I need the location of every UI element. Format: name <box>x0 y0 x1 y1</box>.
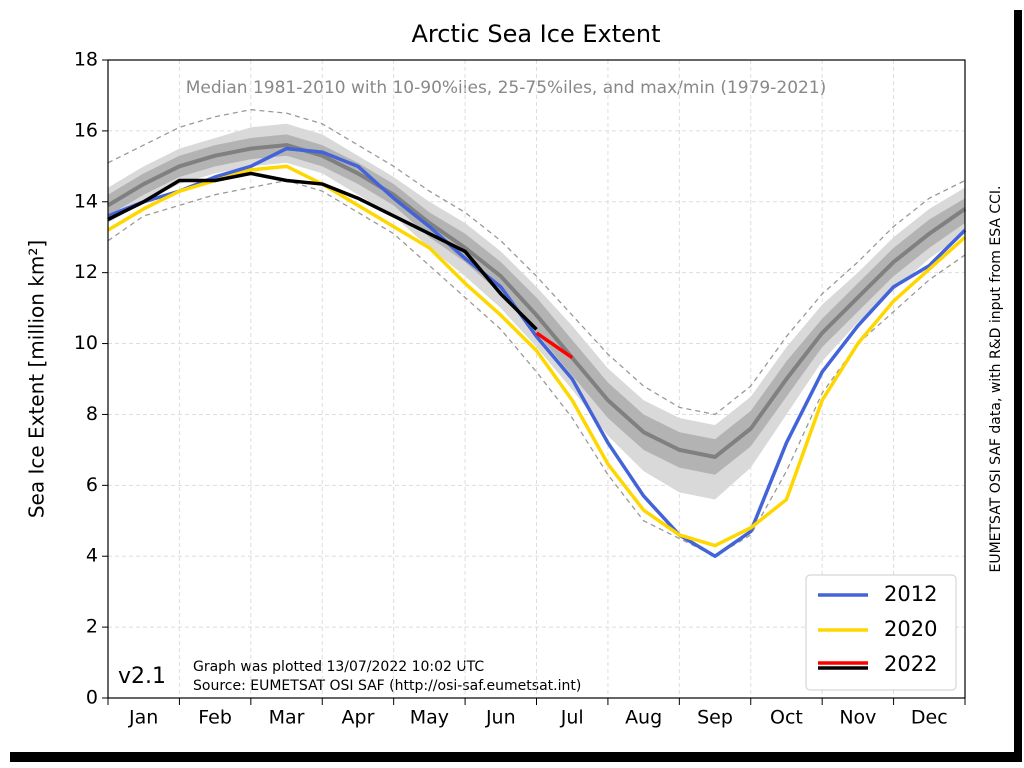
x-tick-label: Feb <box>198 707 232 729</box>
x-tick-label: Aug <box>625 707 662 729</box>
percentile-band <box>108 134 965 475</box>
y-axis-label: Sea Ice Extent [million km²] <box>25 240 49 518</box>
x-tick-label: Sep <box>697 707 733 729</box>
x-tick-label: Jan <box>128 707 158 729</box>
y-tick-label: 2 <box>86 616 98 638</box>
x-tick-label: Mar <box>269 707 305 729</box>
series-line <box>107 164 967 548</box>
minmax-line <box>107 108 966 416</box>
x-tick-label: Jul <box>560 707 584 729</box>
plot-frame <box>107 59 966 699</box>
series-line <box>535 331 574 360</box>
y-tick-label: 0 <box>86 687 98 709</box>
series-line <box>107 146 967 558</box>
x-tick-label: Apr <box>342 707 375 729</box>
x-tick-label: Oct <box>770 707 803 729</box>
y-tick-label: 6 <box>86 474 98 496</box>
minmax-line <box>107 179 966 557</box>
x-tick-label: Nov <box>839 707 876 729</box>
y-tick-label: 18 <box>74 49 98 71</box>
x-tick-label: Jun <box>485 707 516 729</box>
x-tick-label: May <box>410 707 449 729</box>
version: v2.1 <box>118 664 166 689</box>
y-tick-label: 14 <box>74 190 98 212</box>
side-note: EUMETSAT OSI SAF data, with R&D input fr… <box>988 185 1004 572</box>
median-line <box>106 143 967 459</box>
y-tick-label: 16 <box>74 119 98 141</box>
legend-label: 2022 <box>884 652 937 676</box>
y-tick-label: 12 <box>74 261 98 283</box>
y-tick-label: 4 <box>86 545 98 567</box>
note: Source: EUMETSAT OSI SAF (http://osi-saf… <box>193 678 581 694</box>
y-tick-label: 8 <box>86 403 98 425</box>
series-line <box>107 171 538 331</box>
y-tick-label: 10 <box>74 332 98 354</box>
chart-title: Arctic Sea Ice Extent <box>411 20 660 48</box>
legend-label: 2020 <box>884 617 937 641</box>
x-tick-label: Dec <box>911 707 948 729</box>
subtitle: Median 1981-2010 with 10-90%iles, 25-75%… <box>186 78 827 98</box>
note: Graph was plotted 13/07/2022 10:02 UTC <box>193 659 484 675</box>
legend-label: 2012 <box>884 582 937 606</box>
